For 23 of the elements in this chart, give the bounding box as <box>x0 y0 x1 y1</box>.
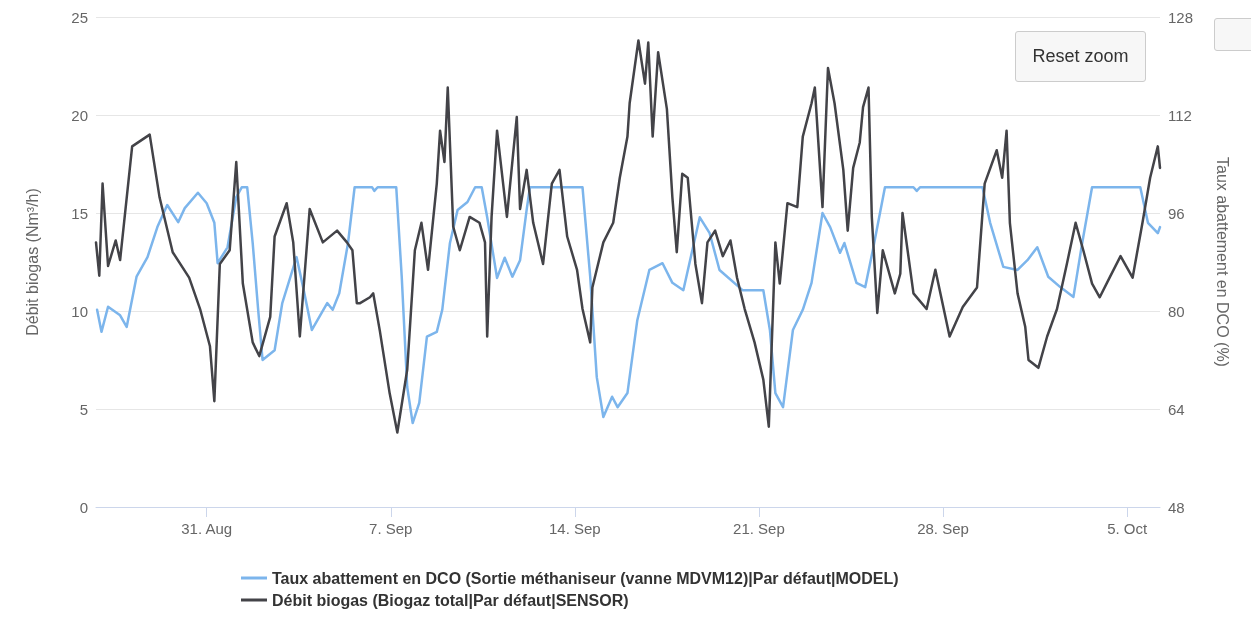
reset-zoom-button: Reset zoom <box>1015 31 1146 82</box>
y-tick-label: 15 <box>71 204 88 222</box>
y-axis-title: Débit biogas (Nm³/h) <box>23 188 41 336</box>
legend-label: Débit biogas (Biogaz total|Par défaut|SENSOR) <box>272 591 629 609</box>
y-tick-label: 20 <box>71 106 88 124</box>
y-tick-label: 25 <box>71 8 88 26</box>
x-tick-label: 5. Oct <box>1107 520 1148 537</box>
y2-axis-title: Taux abattement en DCO (%) <box>1213 157 1231 367</box>
y2-tick-label: 64 <box>1168 400 1185 418</box>
x-tick-label: 21. Sep <box>733 520 785 537</box>
y2-tick-label: 112 <box>1168 106 1192 124</box>
y-tick-label: 5 <box>79 400 88 418</box>
x-tick-label: 31. Aug <box>181 520 233 537</box>
y-tick-label: 10 <box>71 302 88 320</box>
y2-tick-label: 48 <box>1168 498 1185 516</box>
y2-tick-label: 80 <box>1168 302 1185 320</box>
x-tick-label: 14. Sep <box>549 520 601 537</box>
legend-label: Taux abattement en DCO (Sortie méthaniseur (vanne MDVM12)|Par défaut|MODEL) <box>272 569 899 587</box>
x-tick-label: 28. Sep <box>917 520 969 537</box>
y2-tick-label: 128 <box>1168 8 1194 26</box>
y-tick-label: 0 <box>79 498 88 516</box>
x-tick-label: 7. Sep <box>369 520 413 537</box>
y2-tick-label: 96 <box>1168 204 1185 222</box>
